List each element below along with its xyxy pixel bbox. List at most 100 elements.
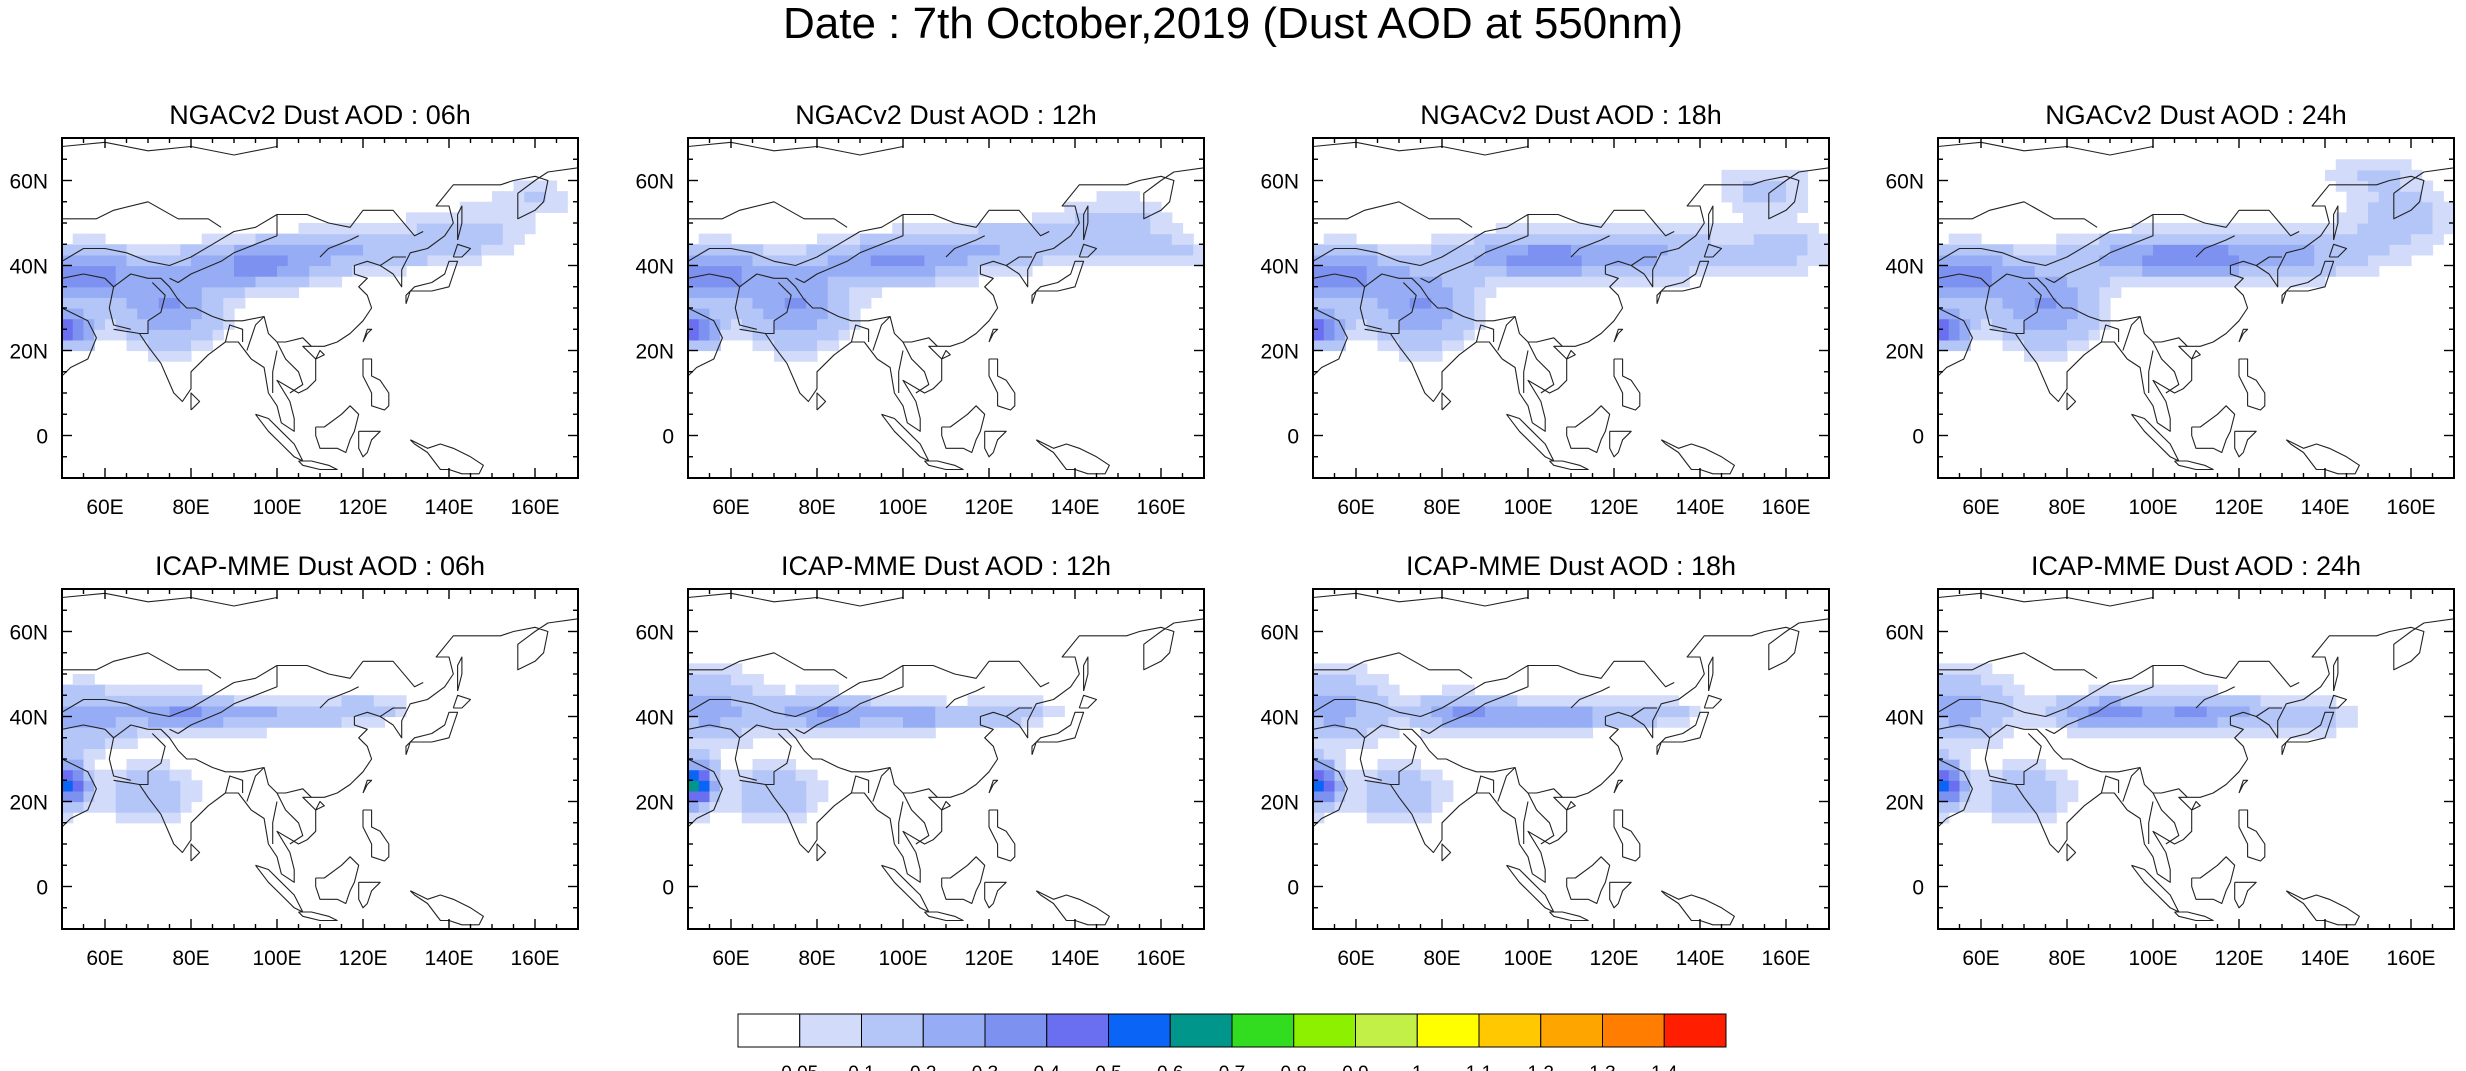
aod-cell — [2314, 727, 2326, 739]
aod-cell — [1377, 297, 1389, 309]
coastline — [1630, 707, 1657, 717]
aod-cell — [83, 695, 95, 707]
aod-cell — [62, 254, 74, 267]
coastline — [1527, 792, 1555, 845]
coastline — [1613, 809, 1641, 862]
aod-cell — [169, 254, 181, 267]
aod-cell — [266, 265, 278, 277]
aod-cell — [1032, 695, 1044, 707]
aod-cell — [2024, 695, 2036, 707]
aod-cell — [298, 223, 310, 235]
aod-cell — [126, 759, 138, 771]
aod-cell — [2067, 705, 2079, 718]
aod-cell — [752, 759, 764, 771]
coastline — [945, 686, 985, 709]
aod-cell — [2228, 705, 2240, 718]
aod-cell — [1959, 265, 1971, 277]
colorbar-label: 1.4 — [1651, 1063, 1678, 1071]
lat-tick-label: 20N — [635, 341, 674, 364]
aod-cell — [158, 769, 171, 781]
coastline — [2255, 707, 2282, 717]
aod-cell — [1474, 276, 1486, 288]
aod-cell — [1356, 801, 1368, 813]
aod-cell — [277, 244, 289, 256]
aod-cell — [2325, 223, 2337, 235]
aod-cell — [2346, 716, 2358, 728]
aod-cell — [2421, 233, 2434, 245]
aod-cell — [838, 297, 850, 309]
aod-cell — [266, 716, 278, 728]
aod-cell — [1485, 727, 1497, 739]
coastline — [452, 694, 472, 709]
aod-cell — [2099, 254, 2111, 267]
aod-cell — [1743, 223, 1755, 235]
aod-cell — [688, 318, 700, 330]
aod-cell — [1356, 705, 1368, 718]
aod-cell — [2432, 223, 2444, 235]
aod-cell — [115, 318, 128, 330]
aod-cell — [688, 705, 700, 718]
aod-cell — [1431, 769, 1443, 781]
aod-cell — [1107, 233, 1119, 245]
aod-cell — [784, 705, 797, 718]
aod-cell — [2282, 254, 2294, 267]
aod-cell — [817, 318, 829, 330]
aod-cell — [1366, 812, 1379, 824]
aod-cell — [459, 223, 472, 235]
aod-cell — [838, 254, 850, 267]
aod-cell — [105, 329, 117, 341]
coastline — [1364, 724, 1563, 798]
coastline — [1609, 430, 1632, 458]
aod-cell — [492, 244, 504, 256]
aod-cell — [2217, 705, 2229, 718]
aod-cell — [2024, 254, 2036, 267]
colorbar-label: 0.2 — [910, 1063, 936, 1071]
aod-cell — [2357, 233, 2369, 245]
aod-cell — [2045, 339, 2057, 352]
aod-cell — [1345, 244, 1357, 256]
aod-cell — [1710, 223, 1723, 235]
aod-cell — [83, 705, 95, 718]
lon-tick-label: 160E — [1136, 496, 1185, 519]
aod-cell — [427, 223, 439, 235]
aod-cell — [795, 769, 807, 781]
aod-cell — [731, 790, 743, 803]
aod-cell — [2056, 244, 2068, 256]
aod-cell — [1710, 244, 1723, 256]
aod-cell — [115, 286, 128, 298]
aod-cell — [1818, 233, 1829, 245]
aod-cell — [1948, 705, 1961, 718]
aod-cell — [373, 254, 386, 267]
coastline — [362, 779, 373, 794]
aod-cell — [2357, 180, 2369, 192]
aod-cell — [169, 801, 181, 813]
aod-cell — [2110, 276, 2122, 288]
aod-cell — [115, 801, 128, 813]
aod-cell — [470, 244, 482, 256]
aod-cell — [1646, 276, 1658, 288]
aod-cell — [2239, 705, 2251, 718]
aod-cell — [1938, 695, 1950, 707]
aod-cell — [1635, 233, 1647, 245]
aod-cell — [903, 276, 915, 288]
aod-cell — [827, 705, 840, 718]
aod-cell — [795, 684, 807, 696]
aod-cell — [1313, 716, 1325, 728]
aod-cell — [1064, 212, 1076, 224]
aod-cell — [2024, 780, 2036, 792]
aod-cell — [330, 695, 343, 707]
aod-cell — [105, 276, 117, 288]
axis-ticks — [687, 588, 1205, 930]
aod-cell — [688, 244, 700, 256]
aod-cell — [1399, 286, 1411, 298]
aod-cell — [1624, 244, 1637, 256]
aod-cell — [2185, 233, 2197, 245]
coastline — [113, 724, 312, 798]
aod-cell — [1345, 737, 1357, 749]
aod-cell — [148, 705, 160, 718]
aod-cell — [341, 244, 353, 256]
coastline — [1549, 460, 1589, 471]
coastline — [62, 758, 97, 828]
aod-cell — [169, 684, 181, 696]
aod-cell — [1678, 254, 1690, 267]
